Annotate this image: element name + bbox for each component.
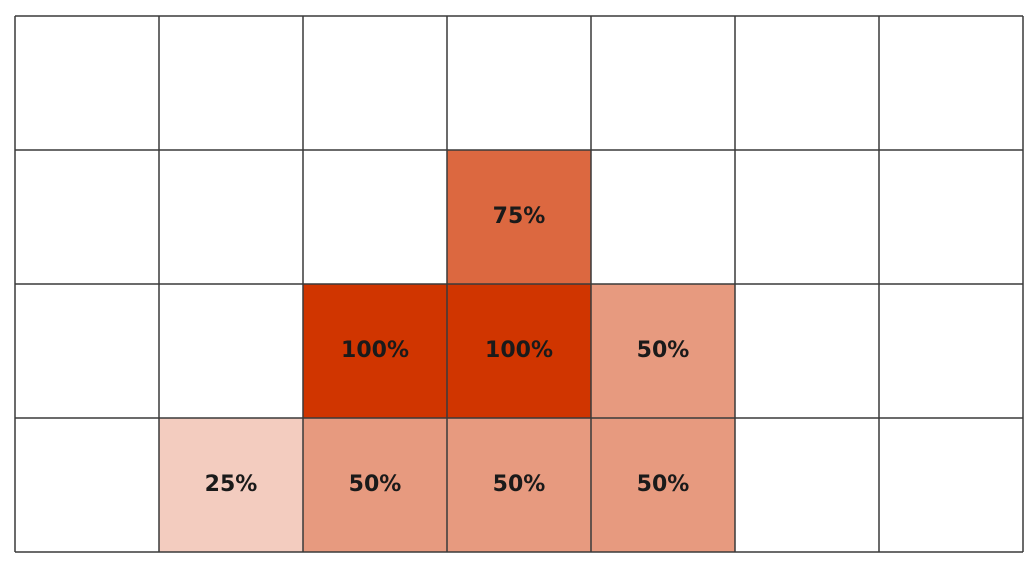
cell-label: 50% — [349, 472, 402, 497]
cell-fill — [591, 284, 735, 418]
cell-label: 100% — [341, 338, 409, 363]
cell-fill — [591, 418, 735, 552]
cell-label: 100% — [485, 338, 553, 363]
cell-fill — [159, 418, 303, 552]
cell-label: 50% — [637, 338, 690, 363]
cell-fill — [447, 150, 591, 284]
cell-label: 75% — [493, 204, 546, 229]
cell-fill — [303, 284, 447, 418]
cell-fill — [447, 284, 591, 418]
cell-fill — [447, 418, 591, 552]
cell-label: 50% — [493, 472, 546, 497]
cell-label: 50% — [637, 472, 690, 497]
cell-fill — [303, 418, 447, 552]
cell-label: 25% — [205, 472, 258, 497]
